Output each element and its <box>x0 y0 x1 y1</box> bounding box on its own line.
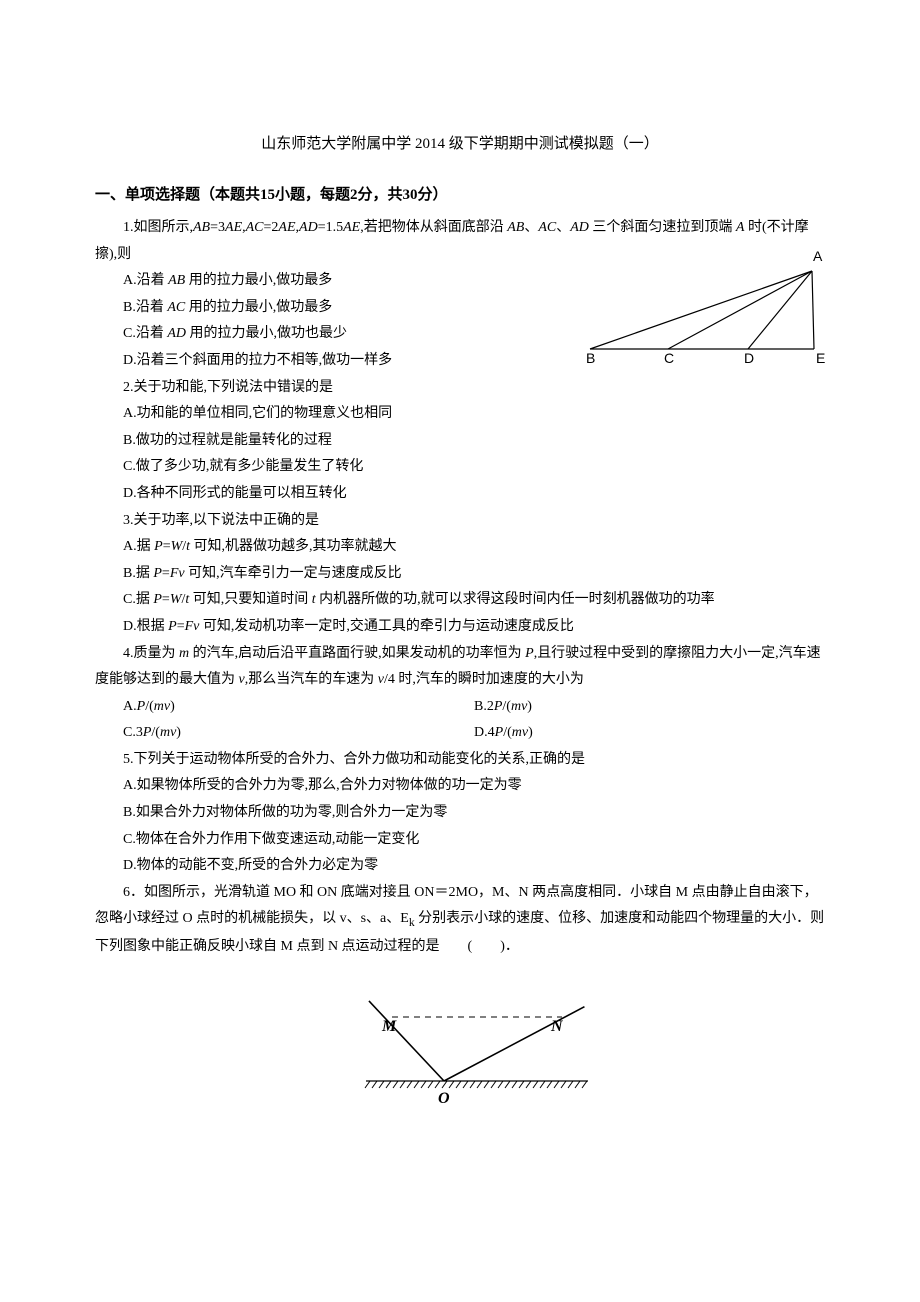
q2-opt-b: B.做功的过程就是能量转化的过程 <box>95 428 825 455</box>
q5-opt-b: B.如果合外力对物体所做的功为零,则合外力一定为零 <box>95 800 825 827</box>
q4-opt-d: D.4P/(mv) <box>474 720 825 747</box>
exam-title: 山东师范大学附属中学 2014 级下学期期中测试模拟题（一） <box>95 130 825 159</box>
q4-opt-a: A.P/(mv) <box>123 694 474 721</box>
q1-block: 1.如图所示,AB=3AE,AC=2AE,AD=1.5AE,若把物体从斜面底部沿… <box>95 215 825 375</box>
section-title: 一、单项选择题（本题共15小题，每题2分，共30分） <box>95 181 825 210</box>
svg-text:D: D <box>744 350 754 366</box>
q3-opt-d: D.根据 P=Fv 可知,发动机功率一定时,交通工具的牵引力与运动速度成反比 <box>95 614 825 641</box>
q2-stem: 2.关于功和能,下列说法中错误的是 <box>95 375 825 402</box>
svg-text:M: M <box>381 1018 397 1035</box>
q6-stem: 6．如图所示，光滑轨道 MO 和 ON 底端对接且 ON＝2MO，M、N 两点高… <box>95 880 825 961</box>
svg-text:C: C <box>664 350 674 366</box>
q4-opt-c: C.3P/(mv) <box>123 720 474 747</box>
q5-stem: 5.下列关于运动物体所受的合外力、合外力做功和动能变化的关系,正确的是 <box>95 747 825 774</box>
q5-opt-a: A.如果物体所受的合外力为零,那么,合外力对物体做的功一定为零 <box>95 773 825 800</box>
q2-opt-d: D.各种不同形式的能量可以相互转化 <box>95 481 825 508</box>
q3-stem: 3.关于功率,以下说法中正确的是 <box>95 508 825 535</box>
q2-opt-c: C.做了多少功,就有多少能量发生了转化 <box>95 454 825 481</box>
q4-stem: 4.质量为 m 的汽车,启动后沿平直路面行驶,如果发动机的功率恒为 P,且行驶过… <box>95 641 825 694</box>
svg-text:A: A <box>813 248 823 264</box>
q4-opt-b: B.2P/(mv) <box>474 694 825 721</box>
q4-row2: C.3P/(mv) D.4P/(mv) <box>95 720 825 747</box>
q2-opt-a: A.功和能的单位相同,它们的物理意义也相同 <box>95 401 825 428</box>
q5-opt-d: D.物体的动能不变,所受的合外力必定为零 <box>95 853 825 880</box>
figure-1: A B C D E <box>580 245 825 375</box>
q5-opt-c: C.物体在合外力作用下做变速运动,动能一定变化 <box>95 827 825 854</box>
q3-opt-a: A.据 P=W/t 可知,机器做功越多,其功率就越大 <box>95 534 825 561</box>
figure-2: M N O <box>95 973 825 1124</box>
q3-opt-b: B.据 P=Fv 可知,汽车牵引力一定与速度成反比 <box>95 561 825 588</box>
q4-row1: A.P/(mv) B.2P/(mv) <box>95 694 825 721</box>
svg-text:O: O <box>438 1090 450 1107</box>
svg-text:E: E <box>816 350 825 366</box>
svg-text:N: N <box>550 1018 564 1035</box>
exam-page: 山东师范大学附属中学 2014 级下学期期中测试模拟题（一） 一、单项选择题（本… <box>0 0 920 1302</box>
q3-opt-c: C.据 P=W/t 可知,只要知道时间 t 内机器所做的功,就可以求得这段时间内… <box>95 587 825 614</box>
svg-text:B: B <box>586 350 595 366</box>
